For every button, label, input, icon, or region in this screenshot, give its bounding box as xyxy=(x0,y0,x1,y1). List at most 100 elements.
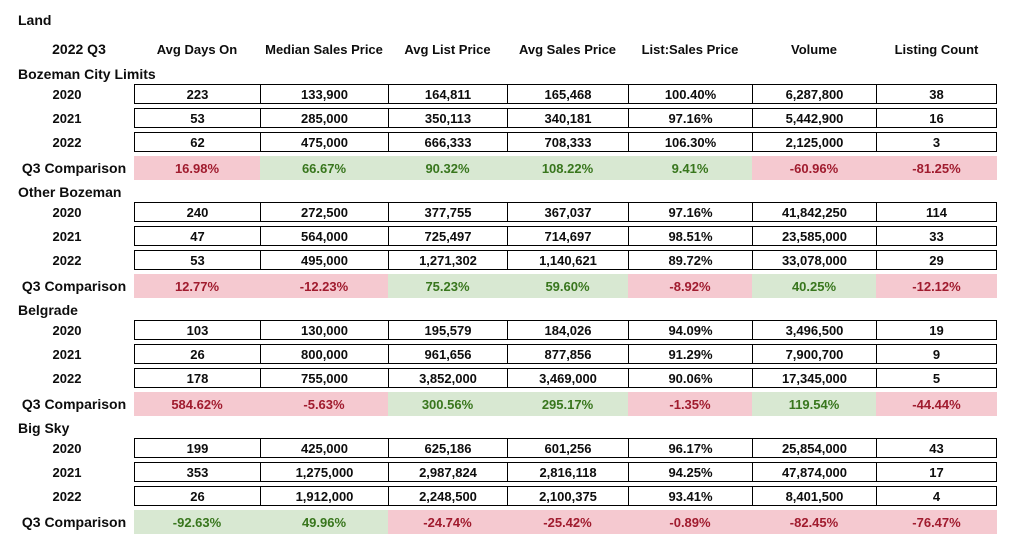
comparison-value-cell[interactable]: 49.96% xyxy=(260,510,388,534)
value-cell[interactable]: 199 xyxy=(134,438,260,458)
comparison-value-cell[interactable]: -12.12% xyxy=(876,274,997,298)
value-cell[interactable]: 725,497 xyxy=(388,226,507,246)
comparison-value-cell[interactable]: 300.56% xyxy=(388,392,507,416)
value-cell[interactable]: 41,842,250 xyxy=(752,202,876,222)
comparison-value-cell[interactable]: -25.42% xyxy=(507,510,628,534)
value-cell[interactable]: 285,000 xyxy=(260,108,388,128)
value-cell[interactable]: 184,026 xyxy=(507,320,628,340)
comparison-value-cell[interactable]: -82.45% xyxy=(752,510,876,534)
value-cell[interactable]: 2,125,000 xyxy=(752,132,876,152)
value-cell[interactable]: 53 xyxy=(134,108,260,128)
value-cell[interactable]: 19 xyxy=(876,320,997,340)
value-cell[interactable]: 1,140,621 xyxy=(507,250,628,270)
value-cell[interactable]: 3,852,000 xyxy=(388,368,507,388)
value-cell[interactable]: 353 xyxy=(134,462,260,482)
value-cell[interactable]: 133,900 xyxy=(260,84,388,104)
comparison-value-cell[interactable]: -5.63% xyxy=(260,392,388,416)
comparison-value-cell[interactable]: 119.54% xyxy=(752,392,876,416)
value-cell[interactable]: 1,271,302 xyxy=(388,250,507,270)
value-cell[interactable]: 3 xyxy=(876,132,997,152)
value-cell[interactable]: 195,579 xyxy=(388,320,507,340)
value-cell[interactable]: 2,100,375 xyxy=(507,486,628,506)
value-cell[interactable]: 2,816,118 xyxy=(507,462,628,482)
value-cell[interactable]: 708,333 xyxy=(507,132,628,152)
comparison-value-cell[interactable]: 66.67% xyxy=(260,156,388,180)
value-cell[interactable]: 714,697 xyxy=(507,226,628,246)
value-cell[interactable]: 43 xyxy=(876,438,997,458)
value-cell[interactable]: 4 xyxy=(876,486,997,506)
value-cell[interactable]: 340,181 xyxy=(507,108,628,128)
value-cell[interactable]: 5,442,900 xyxy=(752,108,876,128)
value-cell[interactable]: 9 xyxy=(876,344,997,364)
value-cell[interactable]: 625,186 xyxy=(388,438,507,458)
value-cell[interactable]: 17 xyxy=(876,462,997,482)
value-cell[interactable]: 601,256 xyxy=(507,438,628,458)
value-cell[interactable]: 2,987,824 xyxy=(388,462,507,482)
value-cell[interactable]: 47,874,000 xyxy=(752,462,876,482)
value-cell[interactable]: 961,656 xyxy=(388,344,507,364)
comparison-value-cell[interactable]: 16.98% xyxy=(134,156,260,180)
value-cell[interactable]: 47 xyxy=(134,226,260,246)
value-cell[interactable]: 425,000 xyxy=(260,438,388,458)
value-cell[interactable]: 3,469,000 xyxy=(507,368,628,388)
comparison-value-cell[interactable]: -92.63% xyxy=(134,510,260,534)
value-cell[interactable]: 495,000 xyxy=(260,250,388,270)
comparison-value-cell[interactable]: -0.89% xyxy=(628,510,752,534)
comparison-value-cell[interactable]: -60.96% xyxy=(752,156,876,180)
comparison-value-cell[interactable]: 295.17% xyxy=(507,392,628,416)
comparison-value-cell[interactable]: 12.77% xyxy=(134,274,260,298)
value-cell[interactable]: 2,248,500 xyxy=(388,486,507,506)
value-cell[interactable]: 272,500 xyxy=(260,202,388,222)
value-cell[interactable]: 96.17% xyxy=(628,438,752,458)
value-cell[interactable]: 90.06% xyxy=(628,368,752,388)
value-cell[interactable]: 23,585,000 xyxy=(752,226,876,246)
comparison-value-cell[interactable]: 584.62% xyxy=(134,392,260,416)
comparison-value-cell[interactable]: -8.92% xyxy=(628,274,752,298)
value-cell[interactable]: 877,856 xyxy=(507,344,628,364)
value-cell[interactable]: 103 xyxy=(134,320,260,340)
value-cell[interactable]: 7,900,700 xyxy=(752,344,876,364)
comparison-value-cell[interactable]: 59.60% xyxy=(507,274,628,298)
value-cell[interactable]: 240 xyxy=(134,202,260,222)
value-cell[interactable]: 755,000 xyxy=(260,368,388,388)
value-cell[interactable]: 1,912,000 xyxy=(260,486,388,506)
value-cell[interactable]: 38 xyxy=(876,84,997,104)
value-cell[interactable]: 89.72% xyxy=(628,250,752,270)
value-cell[interactable]: 367,037 xyxy=(507,202,628,222)
value-cell[interactable]: 8,401,500 xyxy=(752,486,876,506)
value-cell[interactable]: 223 xyxy=(134,84,260,104)
comparison-value-cell[interactable]: 75.23% xyxy=(388,274,507,298)
value-cell[interactable]: 350,113 xyxy=(388,108,507,128)
comparison-value-cell[interactable]: 9.41% xyxy=(628,156,752,180)
value-cell[interactable]: 29 xyxy=(876,250,997,270)
value-cell[interactable]: 25,854,000 xyxy=(752,438,876,458)
value-cell[interactable]: 100.40% xyxy=(628,84,752,104)
value-cell[interactable]: 5 xyxy=(876,368,997,388)
comparison-value-cell[interactable]: 40.25% xyxy=(752,274,876,298)
value-cell[interactable]: 164,811 xyxy=(388,84,507,104)
value-cell[interactable]: 33 xyxy=(876,226,997,246)
value-cell[interactable]: 6,287,800 xyxy=(752,84,876,104)
comparison-value-cell[interactable]: -44.44% xyxy=(876,392,997,416)
value-cell[interactable]: 178 xyxy=(134,368,260,388)
value-cell[interactable]: 16 xyxy=(876,108,997,128)
value-cell[interactable]: 17,345,000 xyxy=(752,368,876,388)
value-cell[interactable]: 97.16% xyxy=(628,202,752,222)
value-cell[interactable]: 97.16% xyxy=(628,108,752,128)
value-cell[interactable]: 1,275,000 xyxy=(260,462,388,482)
value-cell[interactable]: 93.41% xyxy=(628,486,752,506)
value-cell[interactable]: 26 xyxy=(134,486,260,506)
value-cell[interactable]: 475,000 xyxy=(260,132,388,152)
value-cell[interactable]: 130,000 xyxy=(260,320,388,340)
comparison-value-cell[interactable]: -81.25% xyxy=(876,156,997,180)
value-cell[interactable]: 377,755 xyxy=(388,202,507,222)
value-cell[interactable]: 53 xyxy=(134,250,260,270)
value-cell[interactable]: 33,078,000 xyxy=(752,250,876,270)
comparison-value-cell[interactable]: -76.47% xyxy=(876,510,997,534)
value-cell[interactable]: 91.29% xyxy=(628,344,752,364)
value-cell[interactable]: 94.09% xyxy=(628,320,752,340)
comparison-value-cell[interactable]: 90.32% xyxy=(388,156,507,180)
comparison-value-cell[interactable]: 108.22% xyxy=(507,156,628,180)
comparison-value-cell[interactable]: -24.74% xyxy=(388,510,507,534)
value-cell[interactable]: 26 xyxy=(134,344,260,364)
